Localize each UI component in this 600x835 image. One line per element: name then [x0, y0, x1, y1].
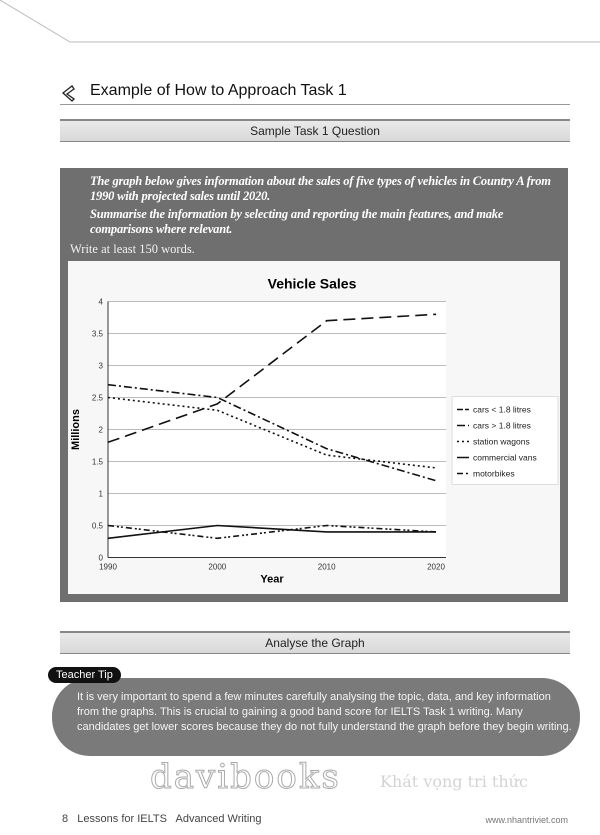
hourglass-pen-icon	[61, 85, 76, 102]
question-intro: The graph below gives information about …	[90, 174, 551, 203]
chart-container: Millions Year 0 0.5 1 1.5 2 2.5 3 3.5 4 1990 2000 2…	[68, 261, 560, 594]
y-tick-label: 4	[99, 298, 104, 307]
legend-entry: commercial vans	[473, 453, 537, 463]
series-line-motorbikes	[107, 524, 437, 540]
analyse-graph-band: Analyse the Graph	[60, 631, 570, 654]
y-tick-label: 0	[99, 554, 104, 563]
legend-entry: cars < 1.8 litres	[473, 405, 531, 415]
teacher-tip-box: It is very important to spend a few minu…	[52, 678, 580, 756]
footer-book: 8 Lessons for IELTS Advanced Writing	[62, 812, 262, 826]
x-tick-label: 2020	[427, 563, 445, 572]
y-tick-label: 2	[99, 426, 104, 435]
y-tick-label: 3	[99, 362, 104, 371]
x-tick-label: 2010	[318, 563, 336, 572]
y-axis-label: Millions	[70, 409, 82, 450]
vehicle-sales-chart: Millions Year 0 0.5 1 1.5 2 2.5 3 3.5 4 1990 2000 2…	[70, 276, 559, 586]
teacher-tip-label: Teacher Tip	[48, 667, 121, 683]
watermark: davibooks	[150, 757, 341, 797]
sample-question-band: Sample Task 1 Question	[60, 119, 570, 142]
footer-url: www.nhantriviet.com	[485, 815, 568, 825]
legend-entry: station wagons	[473, 437, 530, 447]
y-tick-label: 2.5	[92, 394, 104, 403]
question-panel: The graph below gives information about …	[60, 168, 568, 602]
y-tick-label: 1.5	[92, 458, 104, 467]
book-title: Lessons for IELTS Advanced Writing	[77, 813, 262, 825]
series-line-station-wagons	[107, 396, 437, 469]
legend-entry: motorbikes	[473, 469, 515, 479]
legend-entry: cars > 1.8 litres	[473, 421, 531, 431]
section-heading: Example of How to Approach Task 1	[60, 80, 570, 105]
section-title: Example of How to Approach Task 1	[90, 82, 347, 99]
series-line-cars-1-8-litres	[107, 313, 437, 444]
page-corner-fold	[0, 0, 600, 43]
series-line-cars-1-8-litres	[107, 383, 437, 482]
legend	[451, 396, 559, 485]
y-tick-label: 1	[99, 490, 104, 499]
question-instruction: Summarise the information by selecting a…	[90, 207, 504, 236]
x-axis-label: Year	[260, 574, 284, 586]
page-number: 8	[62, 813, 69, 825]
watermark-tagline: Khát vọng tri thức	[380, 772, 528, 791]
x-tick-label: 1990	[99, 563, 117, 572]
y-tick-label: 0.5	[92, 522, 104, 531]
y-tick-label: 3.5	[92, 330, 104, 339]
teacher-tip-text: It is very important to spend a few minu…	[77, 691, 572, 733]
x-tick-label: 2000	[208, 563, 226, 572]
chart-title: Vehicle Sales	[268, 276, 357, 292]
word-count-instruction: Write at least 150 words.	[70, 242, 195, 256]
